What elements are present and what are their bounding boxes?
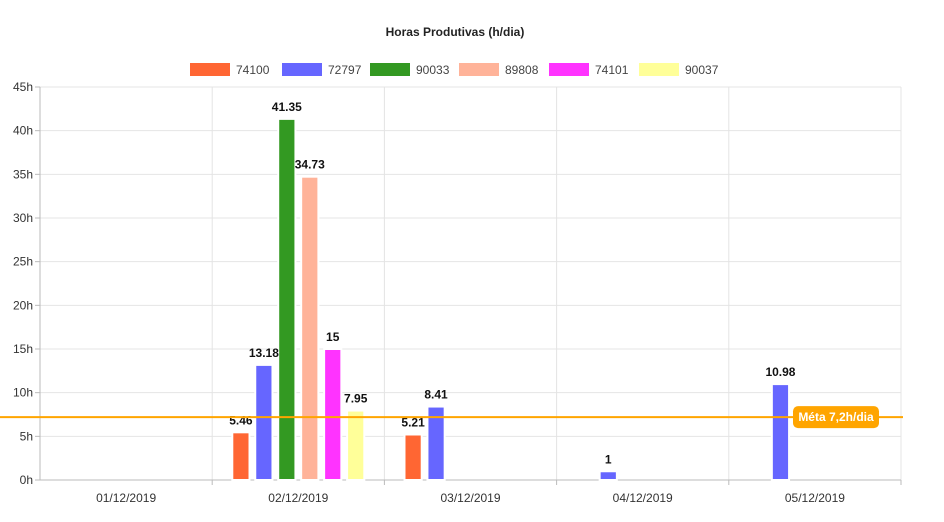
y-tick-label: 0h bbox=[20, 473, 33, 487]
data-label: 13.18 bbox=[249, 346, 279, 360]
bar[interactable] bbox=[277, 117, 297, 481]
x-tick-label: 03/12/2019 bbox=[440, 491, 500, 505]
legend-label[interactable]: 74100 bbox=[236, 63, 270, 77]
legend-label[interactable]: 89808 bbox=[505, 63, 539, 77]
goal-line-group: Méta 7,2h/dia bbox=[0, 406, 903, 429]
bar[interactable] bbox=[231, 431, 251, 482]
y-tick-label: 20h bbox=[13, 298, 33, 312]
y-tick-label: 30h bbox=[13, 211, 33, 225]
legend-swatch[interactable] bbox=[282, 63, 322, 76]
data-label: 1 bbox=[605, 452, 612, 466]
legend-label[interactable]: 90037 bbox=[685, 63, 719, 77]
bar[interactable] bbox=[346, 409, 366, 482]
axes: 0h 5h 10h 15h 20h 25h 30h 35h 40h 45h 01/12/2019 02… bbox=[13, 80, 902, 505]
chart-title: Horas Produtivas (h/dia) bbox=[386, 25, 525, 39]
bar[interactable] bbox=[770, 383, 791, 481]
y-tick-label: 10h bbox=[13, 386, 33, 400]
y-tick-label: 40h bbox=[13, 124, 33, 138]
y-tick-label: 45h bbox=[13, 80, 33, 94]
goal-label: Méta 7,2h/dia bbox=[798, 410, 874, 424]
data-labels: 5.46 5.21 13.18 8.41 1 10.98 41.35 34.73 15 7.95 bbox=[229, 100, 796, 466]
data-label: 5.21 bbox=[401, 415, 425, 429]
data-label: 41.35 bbox=[272, 100, 302, 114]
data-label: 34.73 bbox=[295, 158, 325, 172]
bar[interactable] bbox=[403, 433, 423, 481]
legend-swatch[interactable] bbox=[639, 63, 679, 76]
bar[interactable] bbox=[426, 405, 446, 482]
bar[interactable] bbox=[254, 363, 274, 481]
legend-label[interactable]: 90033 bbox=[416, 63, 450, 77]
legend-swatch[interactable] bbox=[549, 63, 589, 76]
legend: 74100 72797 90033 89808 74101 90037 bbox=[190, 63, 719, 77]
y-tick-label: 5h bbox=[20, 429, 33, 443]
data-label: 5.46 bbox=[229, 413, 253, 427]
bar[interactable] bbox=[323, 348, 343, 481]
bar[interactable] bbox=[598, 470, 618, 481]
y-tick-label: 35h bbox=[13, 167, 33, 181]
data-label: 8.41 bbox=[424, 388, 448, 402]
legend-label[interactable]: 72797 bbox=[328, 63, 362, 77]
bar[interactable] bbox=[300, 175, 320, 481]
goal-badge bbox=[793, 406, 879, 429]
data-label: 10.98 bbox=[765, 365, 795, 379]
y-tick-label: 15h bbox=[13, 342, 33, 356]
data-label: 7.95 bbox=[344, 392, 368, 406]
legend-swatch[interactable] bbox=[459, 63, 499, 76]
x-tick-label: 04/12/2019 bbox=[613, 491, 673, 505]
legend-swatch[interactable] bbox=[370, 63, 410, 76]
legend-label[interactable]: 74101 bbox=[595, 63, 629, 77]
x-tick-label: 02/12/2019 bbox=[268, 491, 328, 505]
y-tick-label: 25h bbox=[13, 255, 33, 269]
bars bbox=[231, 117, 791, 482]
data-label: 15 bbox=[326, 330, 340, 344]
x-tick-label: 05/12/2019 bbox=[785, 491, 845, 505]
x-tick-label: 01/12/2019 bbox=[96, 491, 156, 505]
legend-swatch[interactable] bbox=[190, 63, 230, 76]
